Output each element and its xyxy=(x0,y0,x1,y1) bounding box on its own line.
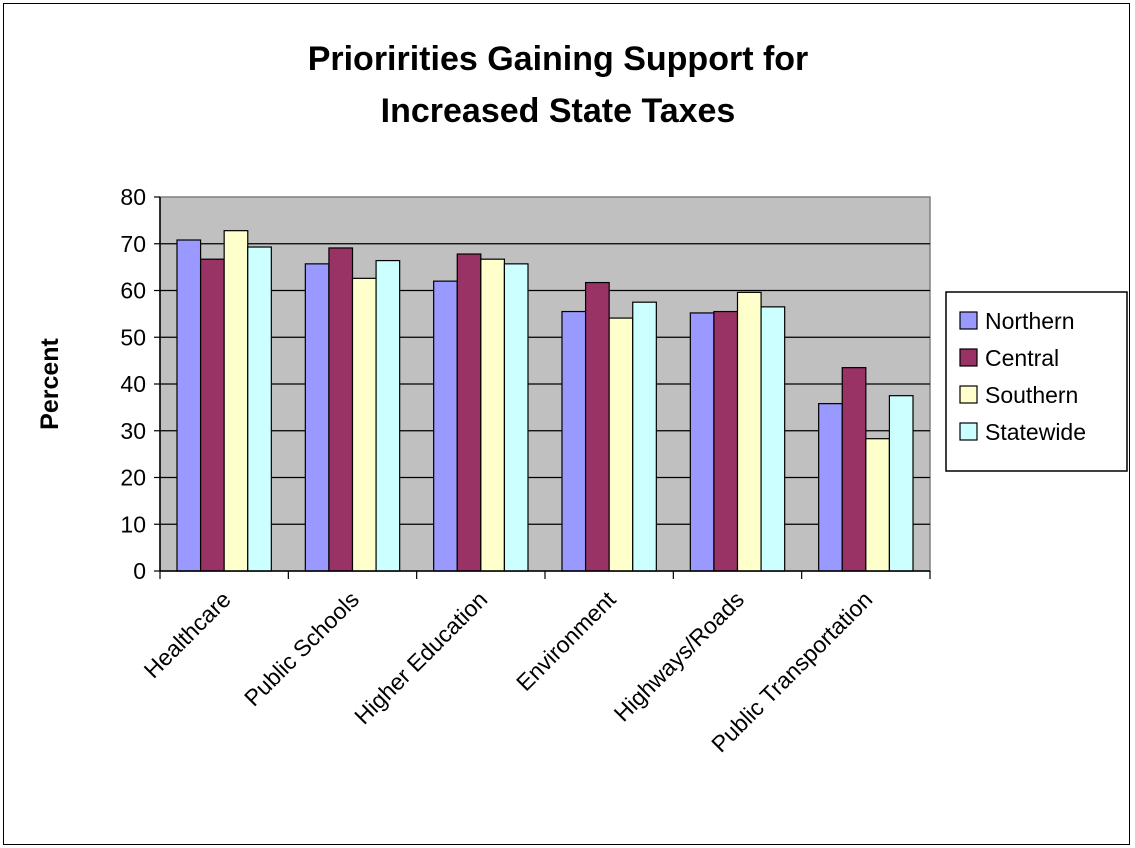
legend: Northern Central Southern Statewide xyxy=(945,291,1128,472)
bar-statewide-4 xyxy=(760,306,786,572)
y-tick-label: 60 xyxy=(120,278,146,304)
y-tick-label: 70 xyxy=(120,231,146,257)
legend-label-northern: Northern xyxy=(985,308,1074,334)
y-tick-label: 10 xyxy=(120,511,146,537)
legend-swatch-statewide xyxy=(959,422,978,441)
bar-northern-2 xyxy=(433,280,458,572)
bar-northern-5 xyxy=(818,403,843,572)
x-category-label: Environment xyxy=(511,586,621,696)
bar-statewide-2 xyxy=(503,263,529,572)
x-category-label: Healthcare xyxy=(139,586,236,683)
chart-title-line-1: Prioririties Gaining Support for xyxy=(308,40,809,78)
bar-central-1 xyxy=(328,247,354,572)
y-axis: 0 10 20 30 40 50 60 70 80 xyxy=(120,184,161,584)
grid-lines xyxy=(160,243,930,525)
bar-central-5 xyxy=(841,367,867,572)
y-axis-label: Percent xyxy=(36,337,64,429)
bar-statewide-5 xyxy=(888,395,914,572)
bar-southern-2 xyxy=(480,258,506,572)
bar-central-4 xyxy=(713,310,739,572)
legend-label-southern: Southern xyxy=(985,382,1078,408)
bar-statewide-1 xyxy=(375,259,401,572)
bars xyxy=(176,230,914,572)
y-tick-label: 50 xyxy=(120,324,146,350)
legend-label-central: Central xyxy=(985,345,1059,371)
bar-central-0 xyxy=(199,258,225,572)
x-category-label: Higher Education xyxy=(349,586,492,729)
bar-southern-0 xyxy=(223,230,249,572)
y-tick-label: 0 xyxy=(133,558,146,584)
bar-statewide-0 xyxy=(247,246,272,572)
y-tick-label: 40 xyxy=(120,371,146,397)
bar-southern-5 xyxy=(865,438,891,572)
y-tick-label: 80 xyxy=(120,184,146,210)
chart-title-line-2: Increased State Taxes xyxy=(381,92,736,130)
bar-northern-3 xyxy=(561,310,587,572)
y-tick-label: 30 xyxy=(120,418,146,444)
legend-label-statewide: Statewide xyxy=(985,419,1086,445)
bar-northern-1 xyxy=(304,263,330,572)
legend-swatch-central xyxy=(959,348,978,367)
legend-swatch-northern xyxy=(959,311,978,330)
bar-northern-0 xyxy=(176,239,202,572)
bar-central-2 xyxy=(456,253,482,572)
x-category-label: Highways/Roads xyxy=(609,586,749,726)
bar-northern-4 xyxy=(689,312,715,572)
bar-southern-1 xyxy=(351,277,377,572)
bar-southern-3 xyxy=(608,317,634,572)
legend-swatch-southern xyxy=(959,385,978,404)
bar-southern-4 xyxy=(736,291,762,572)
x-category-label: Public Schools xyxy=(239,586,364,711)
y-tick-label: 20 xyxy=(120,465,146,491)
chart-title: Prioririties Gaining Support for Increas… xyxy=(308,40,809,130)
bar-central-3 xyxy=(584,281,610,572)
bar-statewide-3 xyxy=(632,301,657,572)
